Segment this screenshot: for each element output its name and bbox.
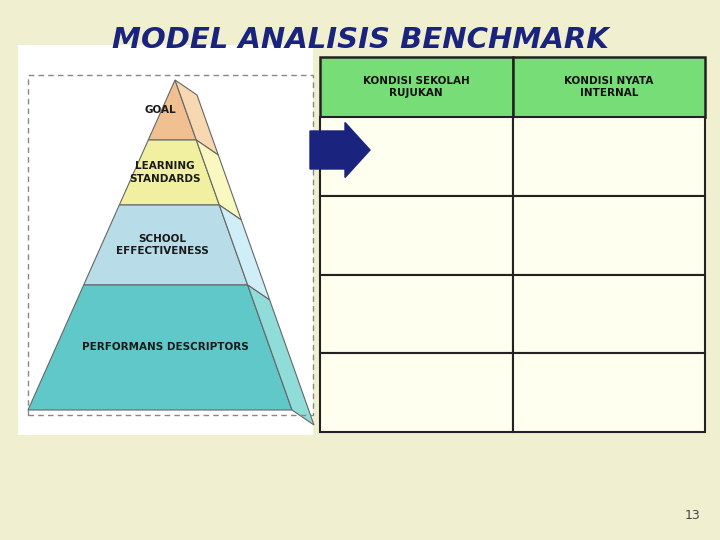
Text: SCHOOL
EFFECTIVENESS: SCHOOL EFFECTIVENESS <box>116 234 209 256</box>
Bar <box>320 195 513 274</box>
Bar <box>320 274 513 353</box>
Bar <box>18 45 313 435</box>
Bar <box>28 75 313 415</box>
Text: MODEL ANALISIS BENCHMARK: MODEL ANALISIS BENCHMARK <box>112 26 608 54</box>
Text: LEARNING
STANDARDS: LEARNING STANDARDS <box>130 161 201 184</box>
Text: KONDISI NYATA
INTERNAL: KONDISI NYATA INTERNAL <box>564 76 654 98</box>
Bar <box>320 117 513 195</box>
Polygon shape <box>28 285 292 410</box>
Bar <box>513 57 705 117</box>
Bar <box>513 117 705 195</box>
FancyArrow shape <box>310 123 370 178</box>
Bar <box>513 353 705 432</box>
Polygon shape <box>220 205 270 300</box>
Polygon shape <box>120 140 220 205</box>
Bar <box>513 195 705 274</box>
Text: KONDISI SEKOLAH
RUJUKAN: KONDISI SEKOLAH RUJUKAN <box>363 76 469 98</box>
Text: GOAL: GOAL <box>145 105 176 115</box>
Polygon shape <box>197 140 241 220</box>
Polygon shape <box>148 80 197 140</box>
Text: PERFORMANS DESCRIPTORS: PERFORMANS DESCRIPTORS <box>82 342 249 353</box>
Text: 13: 13 <box>684 509 700 522</box>
Bar <box>320 57 513 117</box>
Polygon shape <box>248 285 314 425</box>
Polygon shape <box>175 80 218 155</box>
Bar <box>513 274 705 353</box>
Bar <box>320 353 513 432</box>
Polygon shape <box>84 205 248 285</box>
